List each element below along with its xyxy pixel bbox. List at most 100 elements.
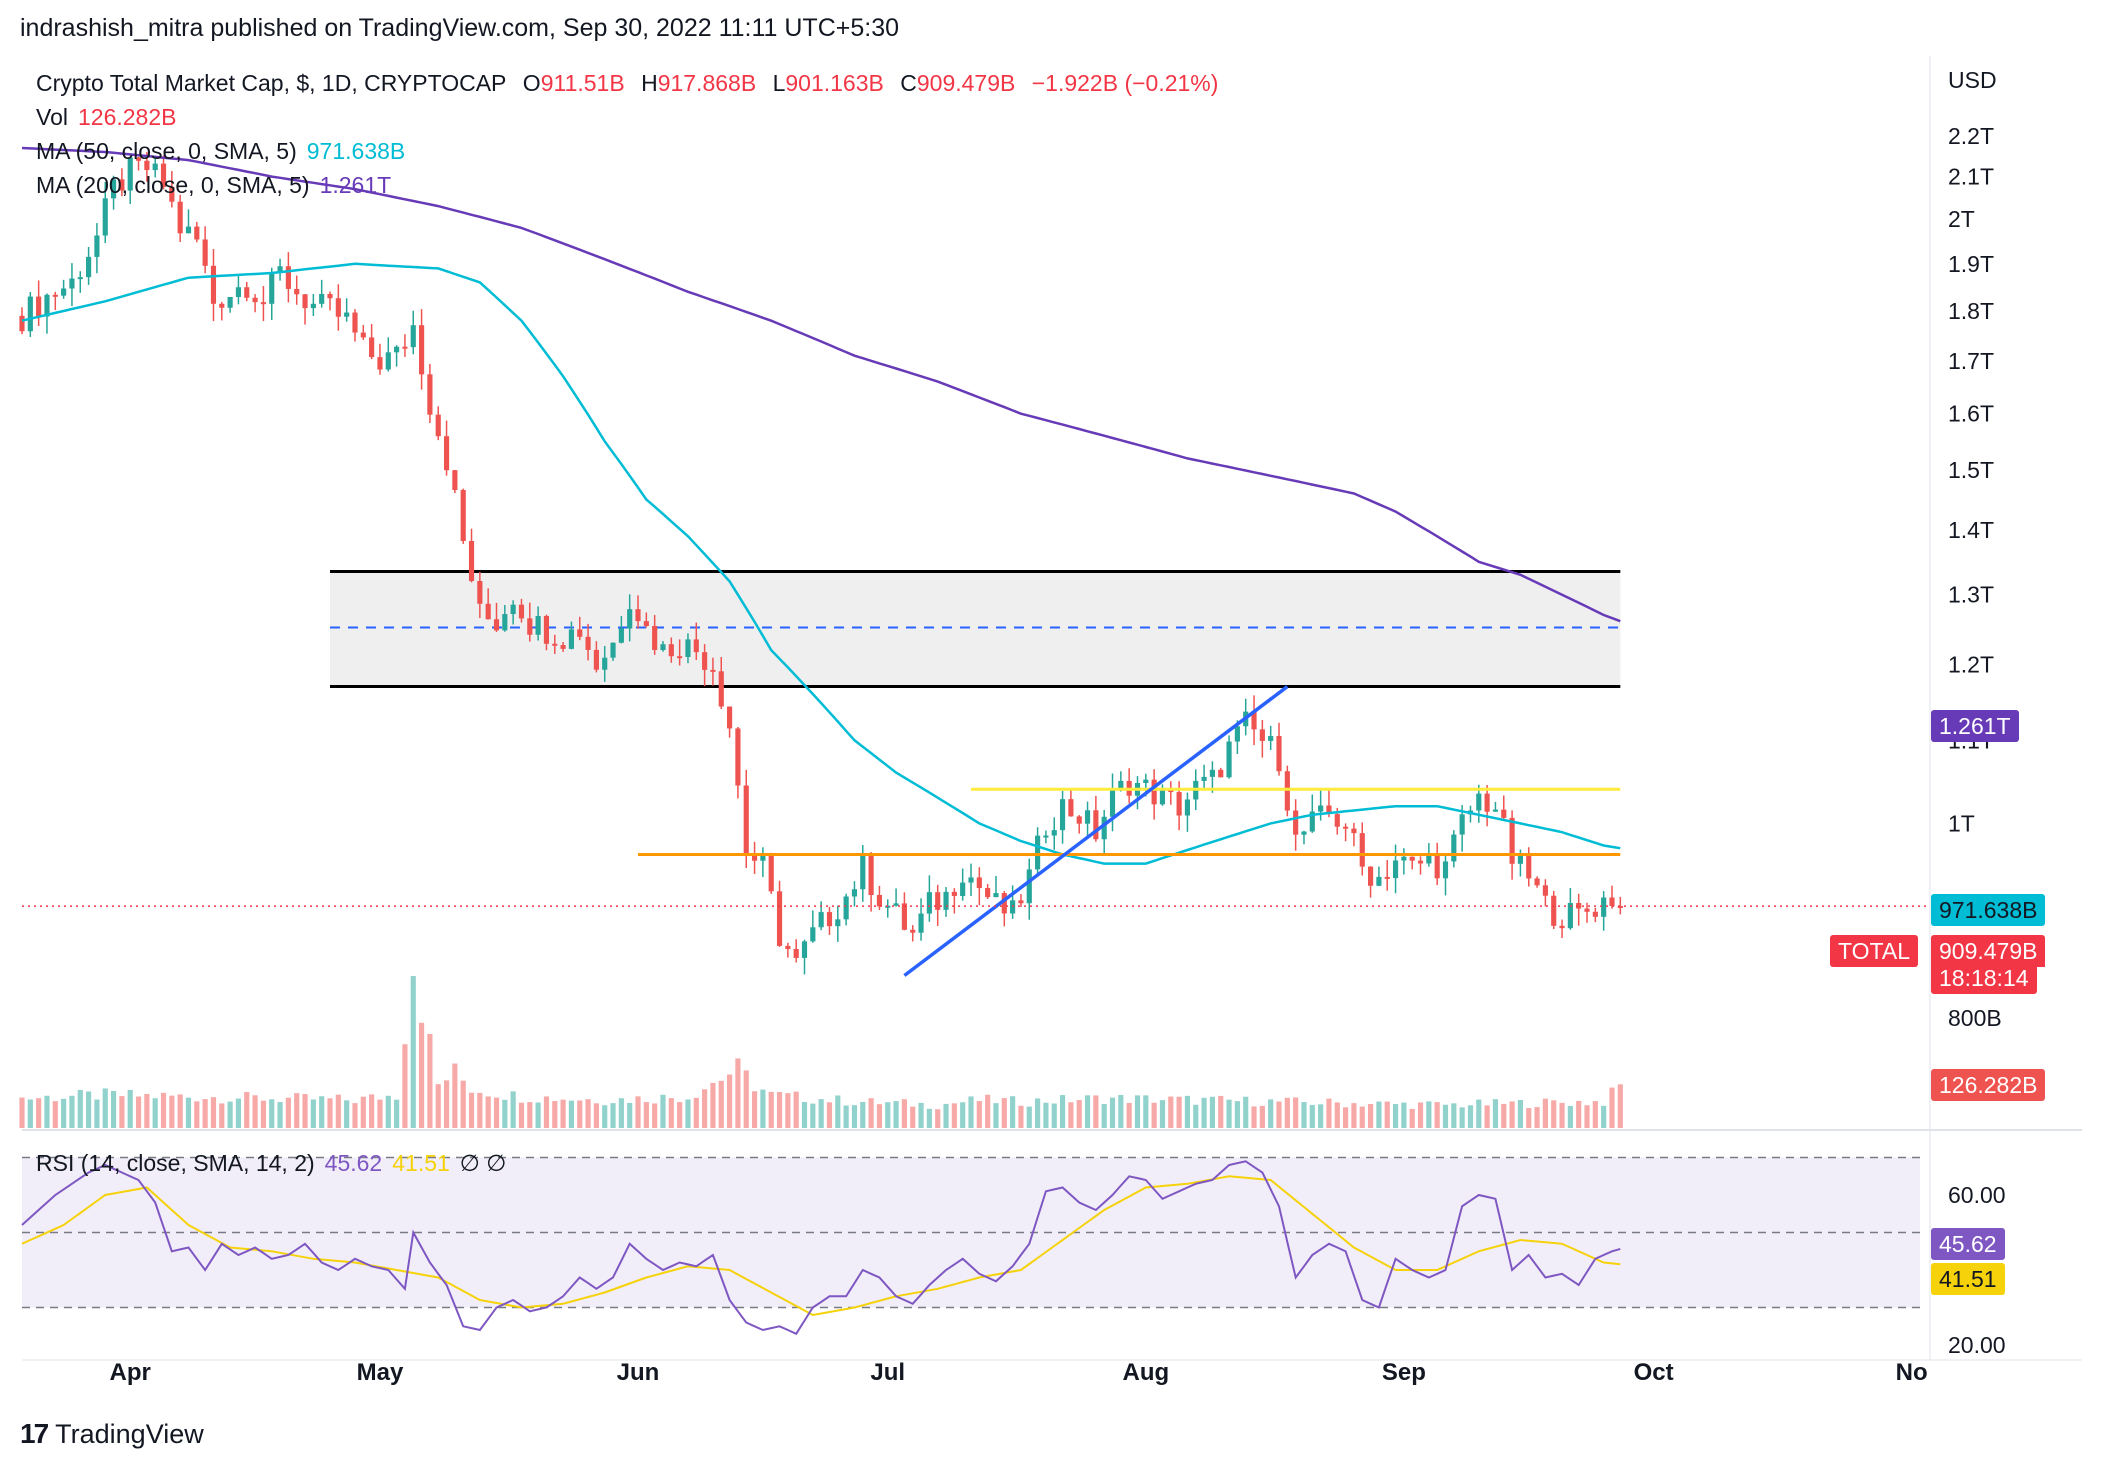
volume-bar (568, 1100, 575, 1128)
month-tick-label: Oct (1634, 1359, 1674, 1386)
candle-body (1068, 799, 1074, 817)
price-tick-label: 1.8T (1948, 298, 1994, 324)
volume-bar (718, 1080, 724, 1128)
volume-bar (1176, 1096, 1182, 1128)
candle-body (1509, 817, 1515, 864)
candle-body (1476, 793, 1482, 811)
rsi-legend[interactable]: RSI (14, close, SMA, 14, 2) 45.62 41.51 ∅ ∅ (36, 1150, 507, 1176)
volume-bar (310, 1099, 316, 1128)
candle-body (352, 312, 358, 333)
volume-bar (394, 1099, 400, 1128)
ma200-line (21, 146, 1621, 623)
candle-body (185, 226, 192, 234)
candle-body (310, 303, 316, 309)
volume-bar (1201, 1097, 1207, 1128)
volume-bar (1467, 1105, 1474, 1128)
candle-body (177, 201, 183, 234)
volume-bar (535, 1102, 541, 1128)
volume-bar (585, 1099, 591, 1128)
candle-body (1376, 876, 1382, 886)
candle-body (735, 728, 741, 786)
ma200-price-tag: 1.261T (1931, 710, 2019, 742)
symbol-tag[interactable]: TOTAL (1830, 935, 1918, 967)
ma50-legend[interactable]: MA (50, close, 0, SMA, 5) 971.638B (36, 138, 406, 164)
candle-body (1434, 853, 1440, 879)
candle-body (1592, 911, 1598, 917)
volume-bar (127, 1089, 133, 1128)
volume-bar (385, 1095, 391, 1128)
main-legend: Crypto Total Market Cap, $, 1D, CRYPTOCA… (36, 70, 1219, 96)
volume-bar (1301, 1102, 1307, 1128)
candle-body (277, 266, 283, 273)
candle-body (527, 618, 533, 635)
candle-body (244, 287, 250, 298)
volume-bar (285, 1097, 291, 1128)
volume-bar (1542, 1098, 1548, 1128)
volume-legend[interactable]: Vol 126.282B (36, 104, 177, 130)
candle-body (876, 894, 883, 907)
volume-bar (677, 1102, 683, 1128)
volume-bar (1559, 1102, 1565, 1128)
price-tick-label: 2.1T (1948, 164, 1994, 190)
volume-bar (502, 1099, 508, 1128)
candle-body (327, 293, 333, 299)
ma200-legend[interactable]: MA (200, close, 0, SMA, 5) 1.261T (36, 172, 392, 198)
candle-body (760, 855, 766, 861)
candle-body (627, 609, 633, 629)
candle-body (427, 374, 433, 415)
volume-bar (1118, 1094, 1124, 1128)
volume-bar (743, 1070, 749, 1128)
candle-body (160, 163, 167, 187)
volume-bar (702, 1089, 708, 1128)
volume-bar (94, 1099, 100, 1128)
candle-body (394, 346, 400, 353)
volume-bar (202, 1099, 208, 1128)
candle-body (127, 157, 133, 191)
volume-bar (1592, 1101, 1598, 1128)
volume-bar (1151, 1102, 1157, 1128)
volume-bar (577, 1100, 583, 1128)
candle-body (1059, 799, 1066, 831)
candle-body (1234, 726, 1240, 742)
candle-body (1018, 900, 1024, 904)
volume-bar (102, 1088, 108, 1128)
candle-body (677, 656, 683, 659)
change-value: −1.922B (−0.21%) (1031, 70, 1219, 96)
volume-bar (177, 1094, 183, 1128)
volume-bar (810, 1103, 816, 1128)
volume-bar (818, 1099, 824, 1128)
symbol-title[interactable]: Crypto Total Market Cap, $, 1D, CRYPTOCA… (36, 70, 507, 96)
volume-bar (1293, 1097, 1299, 1128)
volume-bar (418, 1022, 425, 1128)
candle-body (1567, 903, 1573, 929)
candle-body (577, 629, 583, 637)
candle-body (1151, 779, 1157, 805)
volume-bar (61, 1098, 67, 1128)
candle-body (285, 266, 291, 289)
rsi-tag: 45.62 (1931, 1228, 2005, 1260)
month-tick-label: Jul (870, 1359, 905, 1386)
volume-tag: 126.282B (1931, 1069, 2046, 1101)
candle-body (27, 296, 33, 332)
volume-bar (960, 1102, 966, 1128)
candle-body (119, 179, 125, 191)
price-axis-unit: USD (1948, 67, 1997, 93)
volume-bar (1035, 1098, 1041, 1128)
volume-bar (1168, 1096, 1174, 1128)
candle-body (1143, 779, 1149, 783)
candle-body (1284, 771, 1290, 811)
footer-brand[interactable]: 17 TradingView (20, 1418, 204, 1450)
volume-bar (860, 1101, 866, 1128)
candle-body (685, 639, 691, 657)
volume-bar (260, 1100, 266, 1128)
volume-bar (1051, 1103, 1057, 1128)
candle-body (1176, 792, 1182, 816)
volume-bar (826, 1102, 833, 1128)
volume-bar (1476, 1099, 1482, 1128)
volume-bar (36, 1098, 42, 1128)
price-tick-label: 1.5T (1948, 457, 1994, 483)
candle-body (801, 941, 808, 958)
candle-body (1417, 860, 1424, 864)
candle-body (418, 325, 425, 375)
